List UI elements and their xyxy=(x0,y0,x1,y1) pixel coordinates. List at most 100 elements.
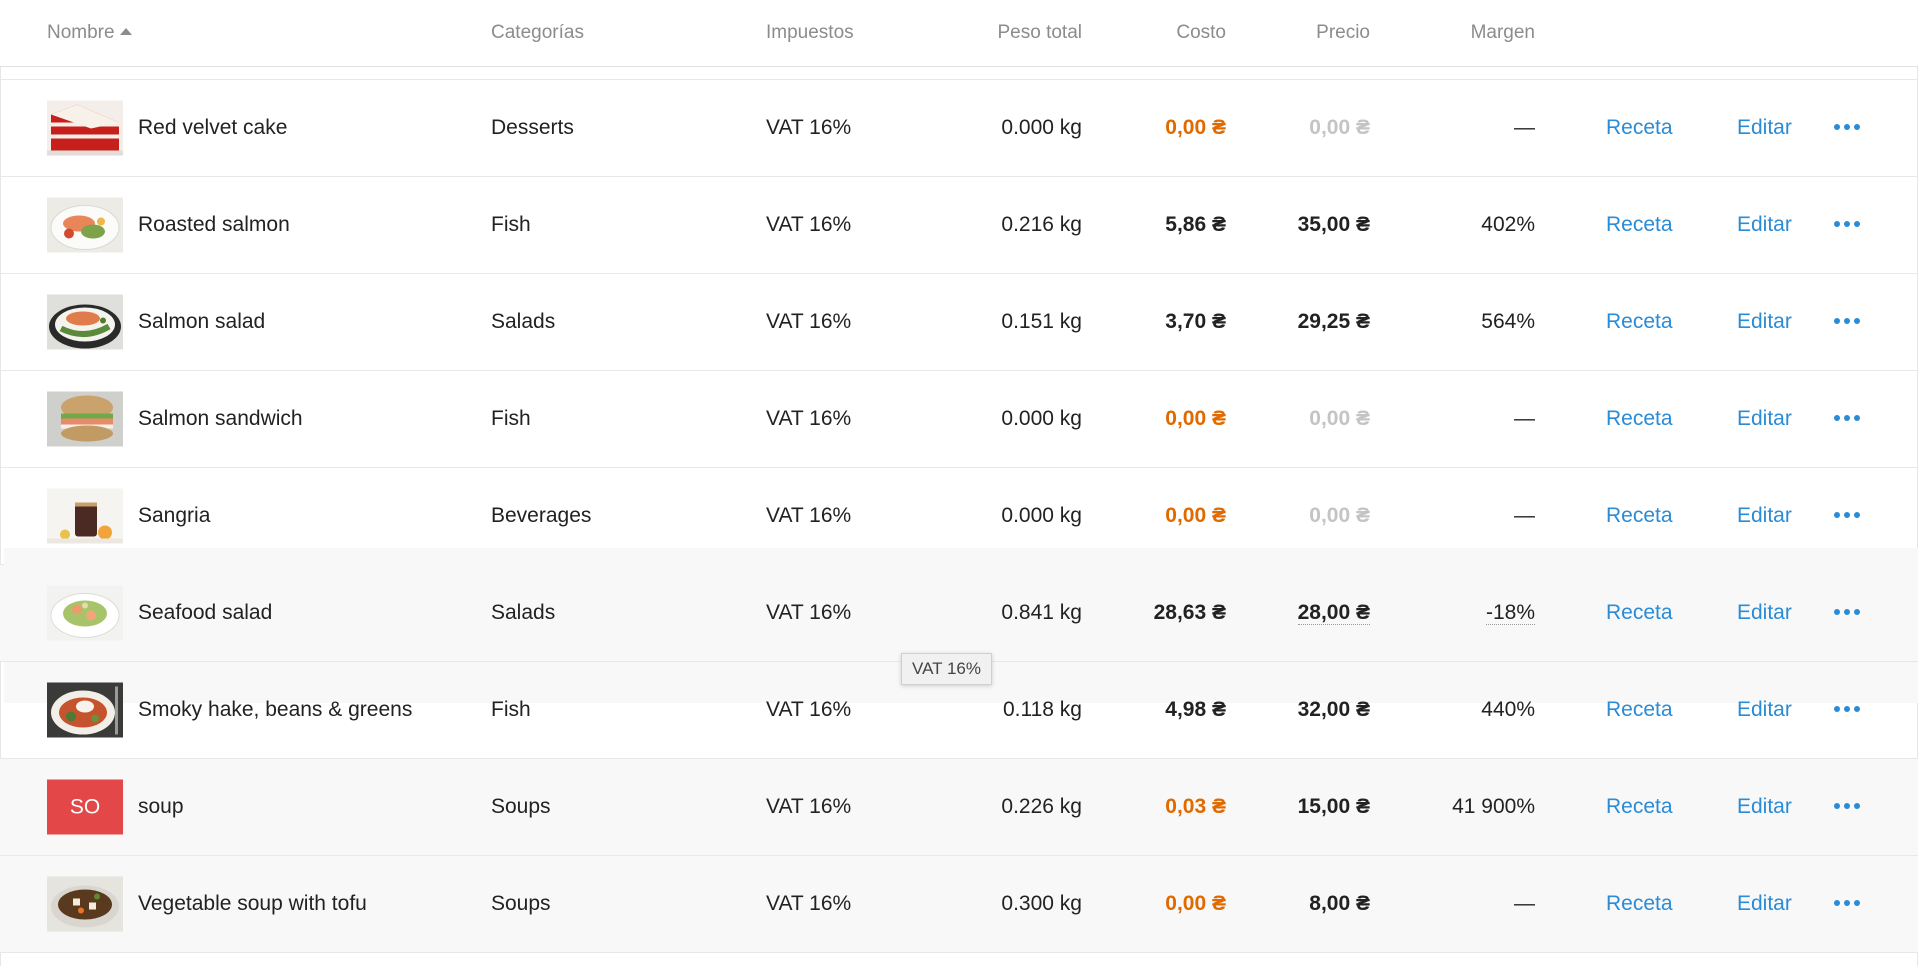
more-options-icon[interactable] xyxy=(1834,609,1860,617)
table-row[interactable]: Salmon sandwich Fish VAT 16% 0.000 kg 0,… xyxy=(0,371,1918,468)
product-weight: 0.841 kg xyxy=(1001,601,1082,624)
more-options-icon[interactable] xyxy=(1834,415,1860,423)
table-row[interactable]: Vegetable soup with tofu Soups VAT 16% 0… xyxy=(0,856,1918,953)
product-weight: 0.226 kg xyxy=(1001,795,1082,818)
table-row[interactable]: Roasted salmon Fish VAT 16% 0.216 kg 5,8… xyxy=(0,177,1918,274)
row-divider xyxy=(0,79,1918,80)
recipe-link[interactable]: Receta xyxy=(1606,892,1673,915)
recipe-link[interactable]: Receta xyxy=(1606,310,1673,333)
product-name[interactable]: Sangria xyxy=(138,504,211,527)
roasted-salmon-photo xyxy=(47,197,123,253)
product-cost: 0,00 ₴ xyxy=(1165,504,1226,527)
product-price: 28,00 ₴ xyxy=(1260,601,1370,625)
more-options-icon[interactable] xyxy=(1834,706,1860,714)
product-price: 32,00 ₴ xyxy=(1297,698,1370,721)
more-options-icon[interactable] xyxy=(1834,900,1860,908)
product-category: Soups xyxy=(491,892,551,915)
edit-link[interactable]: Editar xyxy=(1737,698,1792,721)
column-header-taxes[interactable]: Impuestos xyxy=(766,22,854,43)
edit-link[interactable]: Editar xyxy=(1737,310,1792,333)
product-tax: VAT 16% xyxy=(766,892,852,915)
product-initials-avatar: SO xyxy=(47,779,123,835)
seafood-salad-photo xyxy=(47,585,123,641)
product-name[interactable]: Red velvet cake xyxy=(138,116,288,139)
edit-link[interactable]: Editar xyxy=(1737,892,1792,915)
edit-link[interactable]: Editar xyxy=(1737,601,1792,624)
product-name[interactable]: soup xyxy=(138,795,184,818)
edit-link[interactable]: Editar xyxy=(1737,116,1792,139)
product-margin-value: -18% xyxy=(1485,601,1535,625)
product-price: 29,25 ₴ xyxy=(1297,310,1370,333)
recipe-link[interactable]: Receta xyxy=(1606,116,1673,139)
product-cost: 0,00 ₴ xyxy=(1165,407,1226,430)
product-tax[interactable]: VAT 16% xyxy=(766,601,852,624)
product-category: Desserts xyxy=(491,116,574,139)
column-header-cost[interactable]: Costo xyxy=(1176,22,1226,43)
more-options-icon[interactable] xyxy=(1834,803,1860,811)
edit-link[interactable]: Editar xyxy=(1737,213,1792,236)
product-margin: — xyxy=(1514,407,1535,430)
table-row[interactable]: Smoky hake, beans & greens Fish VAT 16% … xyxy=(0,662,1918,759)
salmon-sandwich-photo xyxy=(47,391,123,447)
product-category: Fish xyxy=(491,213,531,236)
product-category: Salads xyxy=(491,310,556,333)
product-cost: 5,86 ₴ xyxy=(1165,213,1226,236)
tax-tooltip: VAT 16% xyxy=(901,653,992,685)
product-tax: VAT 16% xyxy=(766,504,852,527)
product-name[interactable]: Seafood salad xyxy=(138,601,273,624)
product-margin: 402% xyxy=(1481,213,1535,236)
salmon-salad-photo xyxy=(47,294,123,350)
edit-link[interactable]: Editar xyxy=(1737,407,1792,430)
product-tax: VAT 16% xyxy=(766,698,852,721)
recipe-link[interactable]: Receta xyxy=(1606,601,1673,624)
more-options-icon[interactable] xyxy=(1834,318,1860,326)
table-header: Nombre Categorías Impuestos Peso total C… xyxy=(0,0,1918,67)
red-velvet-cake-photo xyxy=(47,100,123,156)
product-tax: VAT 16% xyxy=(766,795,852,818)
product-name[interactable]: Smoky hake, beans & greens xyxy=(138,698,413,721)
product-cost: 4,98 ₴ xyxy=(1165,698,1226,721)
column-header-name-label: Nombre xyxy=(47,22,115,43)
recipe-link[interactable]: Receta xyxy=(1606,213,1673,236)
product-tax: VAT 16% xyxy=(766,213,852,236)
table-row[interactable]: SO soup Soups VAT 16% 0.226 kg 0,03 ₴ 15… xyxy=(0,759,1918,856)
column-header-total-weight[interactable]: Peso total xyxy=(997,22,1083,43)
product-margin: — xyxy=(1514,892,1535,915)
edit-link[interactable]: Editar xyxy=(1737,504,1792,527)
product-price: 35,00 ₴ xyxy=(1297,213,1370,236)
more-options-icon[interactable] xyxy=(1834,221,1860,229)
table-row[interactable]: Salmon salad Salads VAT 16% 0.151 kg 3,7… xyxy=(0,274,1918,371)
product-price: 0,00 ₴ xyxy=(1309,116,1370,139)
product-margin: — xyxy=(1514,504,1535,527)
product-cost: 0,00 ₴ xyxy=(1165,116,1226,139)
product-margin: -18% xyxy=(1420,601,1535,625)
product-cost: 0,03 ₴ xyxy=(1165,795,1226,818)
product-price-value: 28,00 ₴ xyxy=(1297,601,1370,625)
product-margin: — xyxy=(1514,116,1535,139)
more-options-icon[interactable] xyxy=(1834,512,1860,520)
product-weight: 0.118 kg xyxy=(1002,698,1082,721)
product-name[interactable]: Salmon salad xyxy=(138,310,266,333)
more-options-icon[interactable] xyxy=(1834,124,1860,132)
table-row[interactable]: Red velvet cake Desserts VAT 16% 0.000 k… xyxy=(0,80,1918,177)
sangria-photo xyxy=(47,488,123,544)
product-tax: VAT 16% xyxy=(766,310,852,333)
product-name[interactable]: Roasted salmon xyxy=(138,213,290,236)
edit-link[interactable]: Editar xyxy=(1737,795,1792,818)
table-row[interactable]: Seafood salad Salads VAT 16% 0.841 kg 28… xyxy=(0,565,1918,662)
product-name[interactable]: Salmon sandwich xyxy=(138,407,303,430)
column-header-margin[interactable]: Margen xyxy=(1470,22,1535,43)
sort-ascending-icon xyxy=(119,28,132,35)
product-tax: VAT 16% xyxy=(766,407,852,430)
product-name[interactable]: Vegetable soup with tofu xyxy=(138,892,367,915)
recipe-link[interactable]: Receta xyxy=(1606,407,1673,430)
column-header-categories[interactable]: Categorías xyxy=(491,22,584,43)
recipe-link[interactable]: Receta xyxy=(1606,795,1673,818)
smoky-hake-photo xyxy=(47,682,123,738)
recipe-link[interactable]: Receta xyxy=(1606,698,1673,721)
product-price: 15,00 ₴ xyxy=(1297,795,1370,818)
column-header-name[interactable]: Nombre xyxy=(47,22,132,44)
recipe-link[interactable]: Receta xyxy=(1606,504,1673,527)
column-header-price[interactable]: Precio xyxy=(1316,22,1370,43)
